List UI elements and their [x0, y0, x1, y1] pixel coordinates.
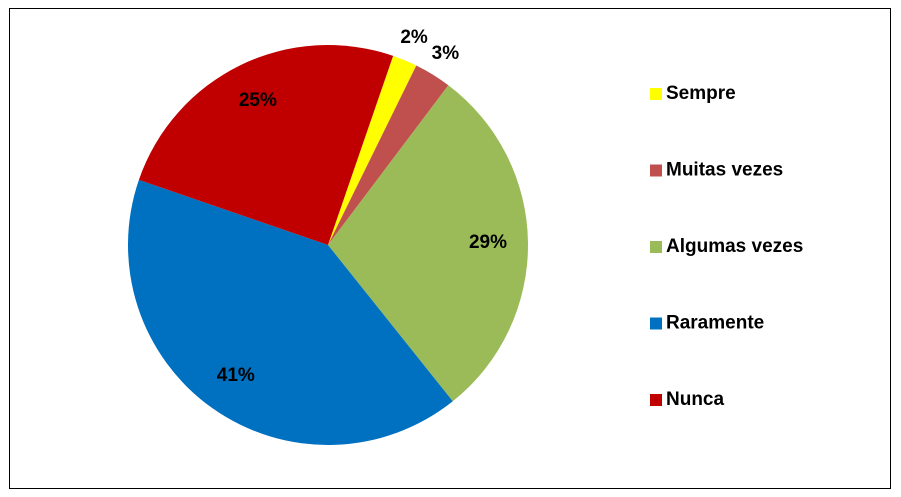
legend-label: Muitas vezes: [666, 160, 783, 181]
legend-swatch: [650, 88, 662, 100]
legend-swatch: [650, 394, 662, 406]
data-label: 25%: [239, 90, 277, 111]
legend-label: Raramente: [666, 313, 764, 334]
legend-swatch: [650, 241, 662, 253]
data-label: 3%: [432, 43, 460, 64]
data-label: 29%: [469, 232, 507, 253]
legend-swatch: [650, 164, 662, 177]
pie-slice: [127, 179, 453, 446]
legend-swatch: [650, 317, 662, 330]
pie-slice: [328, 55, 417, 245]
legend-label: Algumas vezes: [666, 236, 803, 257]
data-label: 41%: [217, 365, 255, 386]
data-label: 2%: [400, 27, 428, 48]
legend-label: Nunca: [666, 389, 725, 410]
pie-slice: [328, 65, 449, 245]
pie-slice: [328, 85, 528, 402]
legend-label: Sempre: [666, 83, 736, 104]
pie-slice: [138, 45, 394, 245]
